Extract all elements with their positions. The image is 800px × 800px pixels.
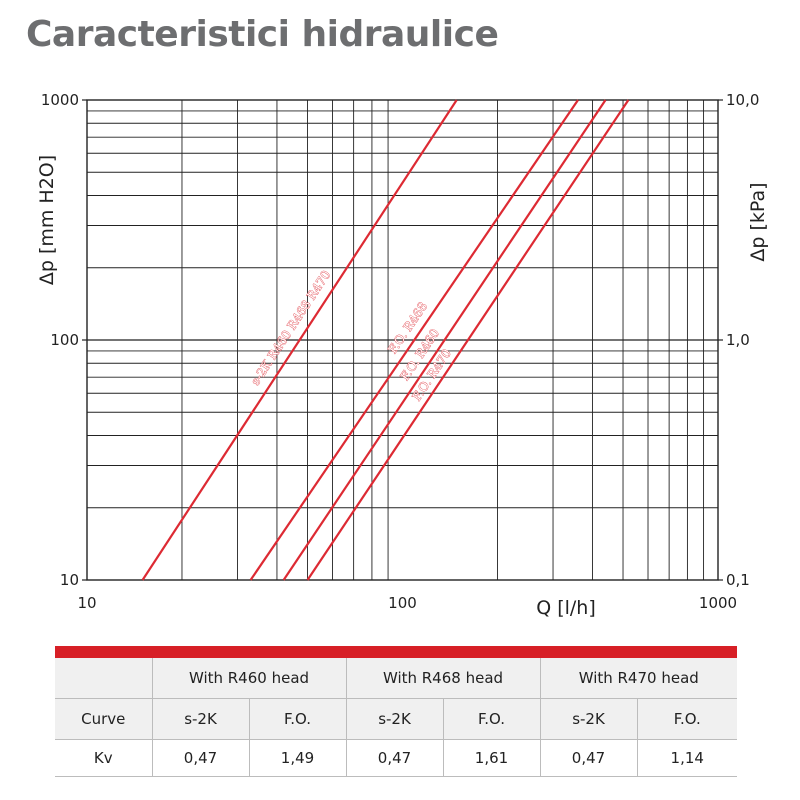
table-cell: F.O. [442,698,540,740]
series-line [306,99,630,581]
table-cell: s-2K [539,698,637,740]
table-cell: 0,47 [345,739,443,777]
table-cell: 0,47 [151,739,249,777]
table-cell: s-2K [345,698,443,740]
table-cell: 0,47 [539,739,637,777]
series-line [249,99,579,581]
y-tick-label-right: 1,0 [726,331,750,349]
table-cell: 1,49 [248,739,346,777]
table-cell: F.O. [636,698,737,740]
header-empty-cell [55,658,152,699]
y-tick-label-left: 100 [50,331,79,349]
y-axis-title-left: Δp [mm H2O] [36,155,58,285]
header-r460: With R460 head [151,658,346,699]
table-cell: s-2K [151,698,249,740]
table-row-curve: Curve s-2K F.O. s-2K F.O. s-2K F.O. [55,698,737,740]
hydraulic-chart: 10 100 1000 0,1 1,0 10,0 10 100 1000 Q [l/h] Δp [m… [36,91,769,619]
table-accent-bar [55,646,737,658]
table-row-kv: Kv 0,47 1,49 0,47 1,61 0,47 1,14 [55,739,737,777]
kv-table: With R460 head With R468 head With R470 … [55,658,737,777]
x-axis-title: Q [l/h] [536,597,596,619]
row-label-kv: Kv [55,739,152,777]
table-cell: 1,14 [636,739,737,777]
y-tick-label-right: 0,1 [726,571,750,589]
y-tick-label-right: 10,0 [726,91,759,109]
row-label-curve: Curve [55,698,152,740]
table-cell: F.O. [248,698,346,740]
header-r470: With R470 head [539,658,737,699]
header-r468: With R468 head [345,658,540,699]
page-title: Caracteristici hidraulice [26,14,499,55]
table-header-row: With R460 head With R468 head With R470 … [55,658,737,699]
x-tick-label: 1000 [699,594,737,612]
y-tick-label-left: 1000 [41,91,79,109]
y-axis-title-right: Δp [kPa] [747,182,769,261]
x-tick-label: 10 [77,594,96,612]
series-line [141,99,458,581]
y-tick-label-left: 10 [60,571,79,589]
table-cell: 1,61 [442,739,540,777]
x-tick-label: 100 [388,594,417,612]
series-line [282,99,607,581]
